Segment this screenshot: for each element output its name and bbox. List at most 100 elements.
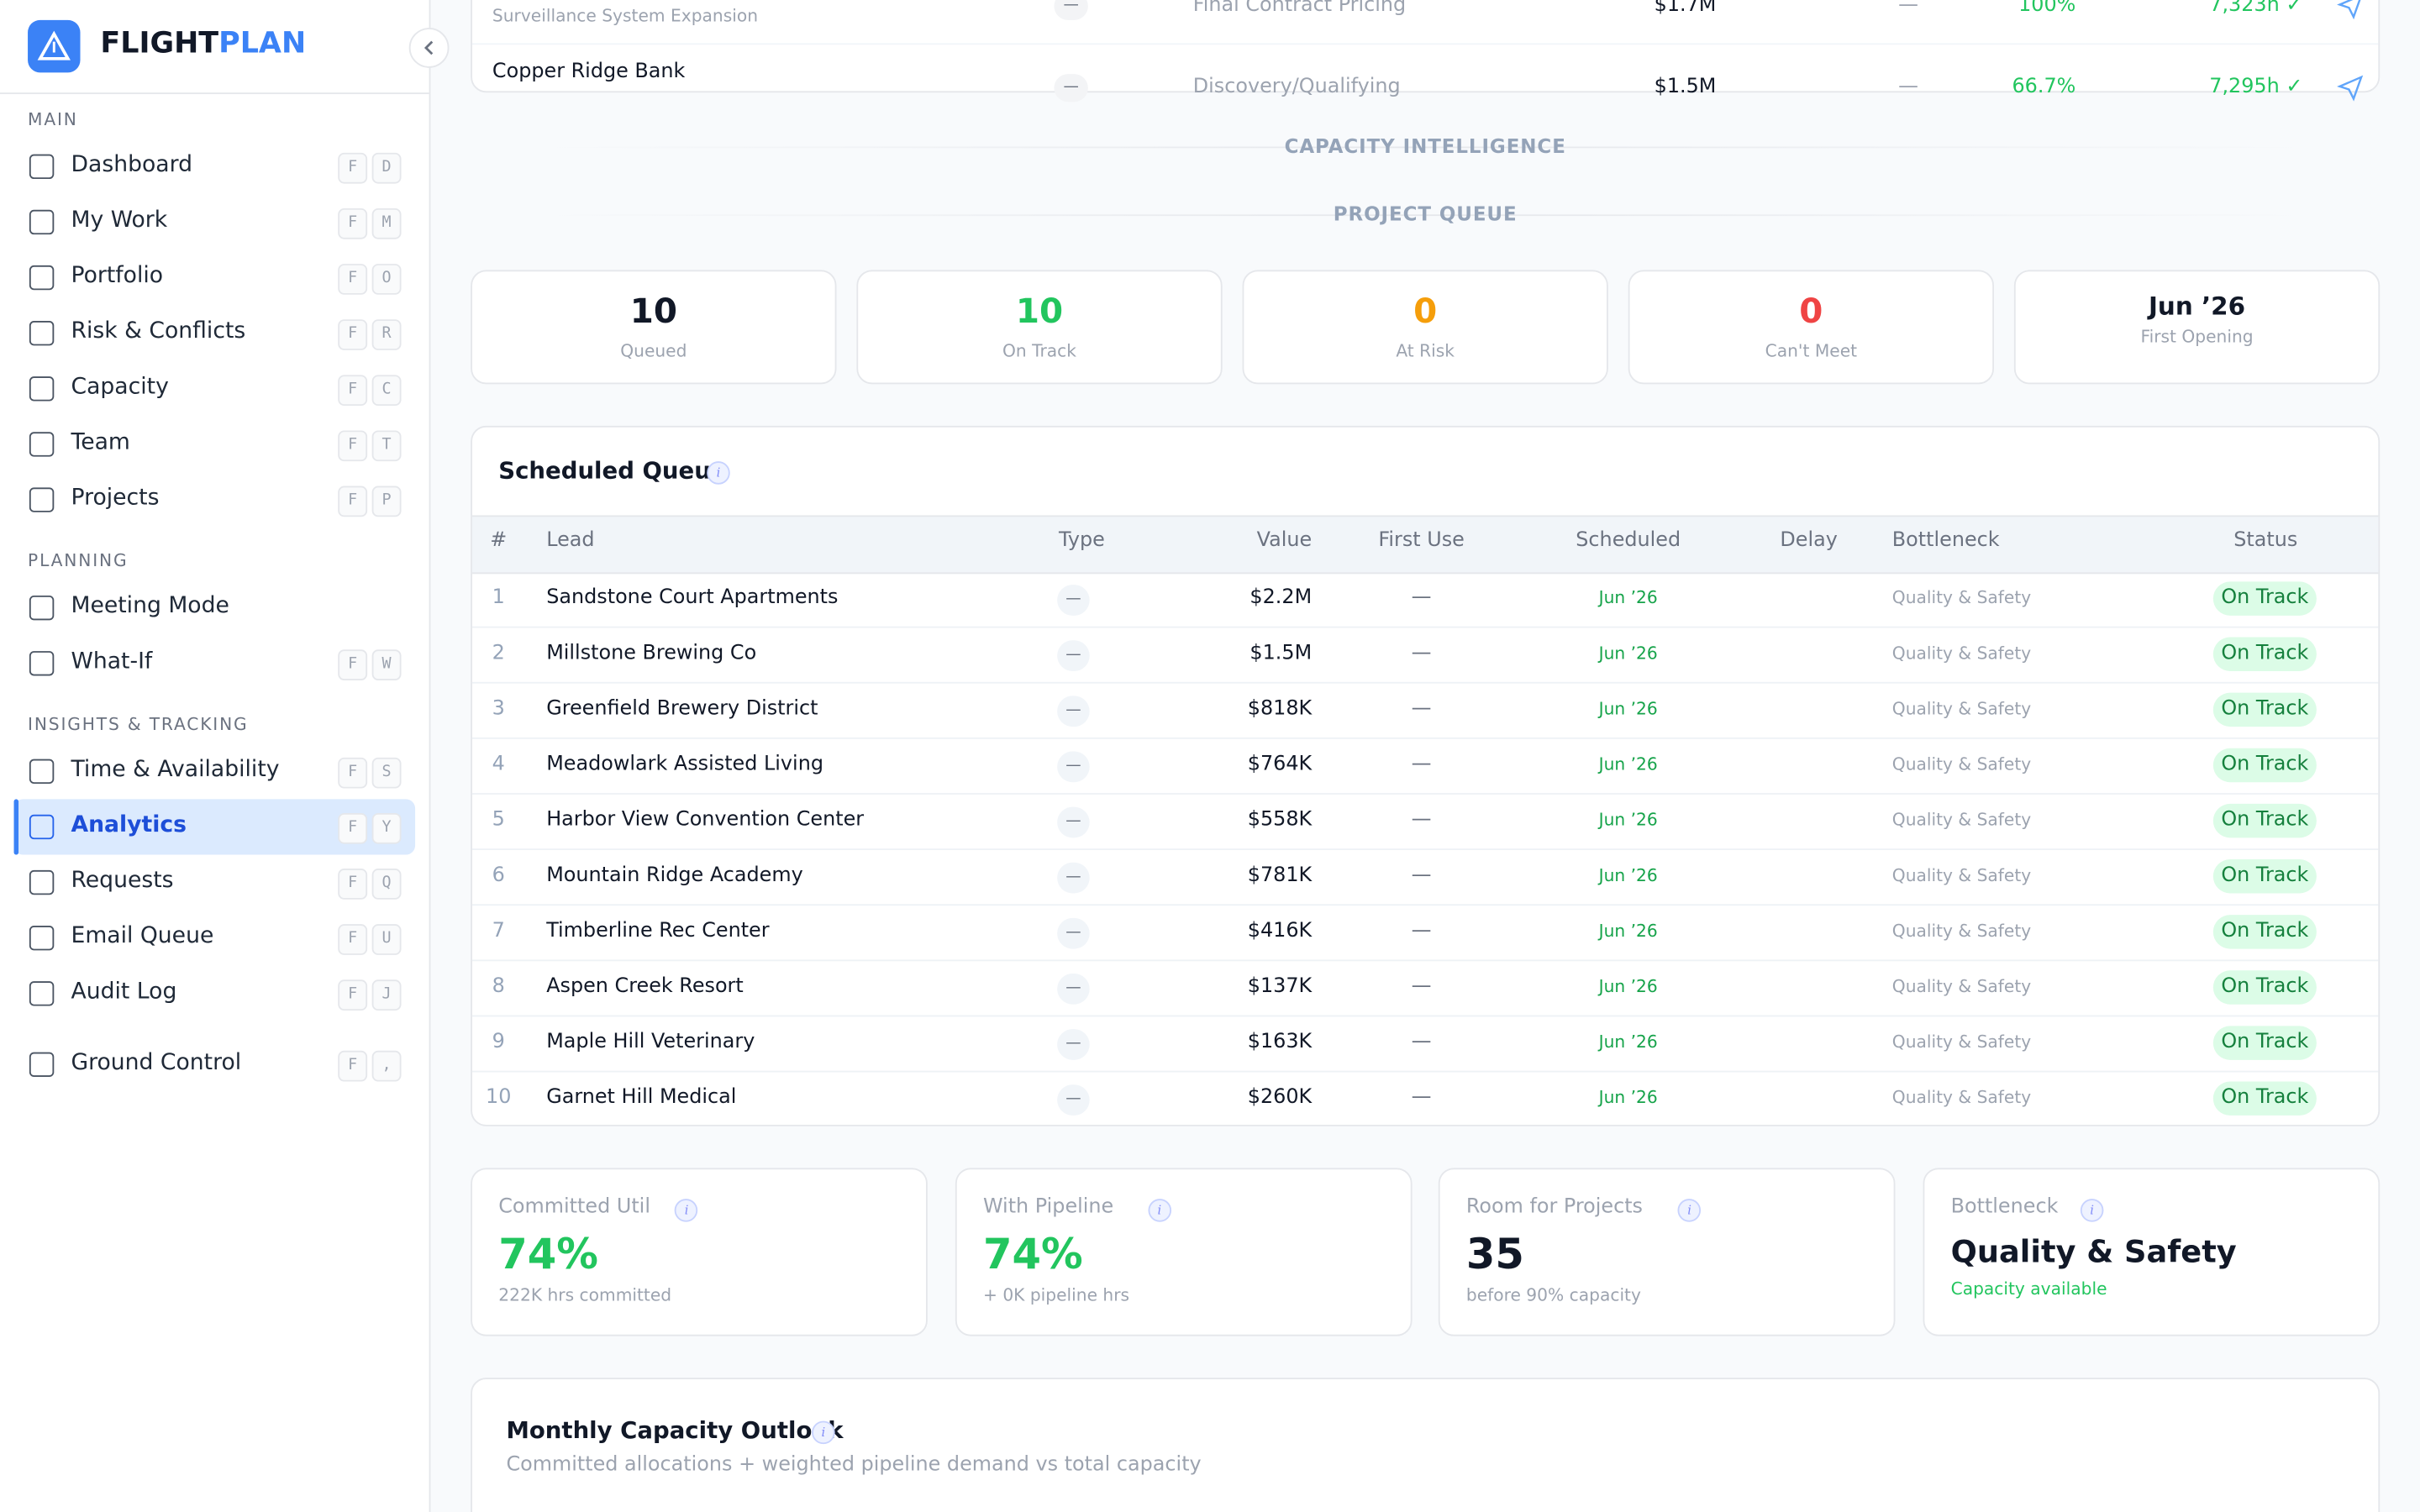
bottleneck: Quality & Safety	[1891, 643, 2032, 664]
kpi-value: Jun ’26	[2149, 291, 2246, 322]
nav-label: Ground Control	[71, 1050, 242, 1076]
brand-1: FLIGHT	[100, 26, 219, 60]
nav-label: My Work	[71, 207, 168, 234]
delay: —	[1898, 75, 1919, 99]
bottleneck: Quality & Safety	[1891, 754, 2032, 775]
value: $1.5M	[1249, 642, 1313, 665]
shortcut-key: F	[338, 924, 368, 955]
shortcut-key: P	[371, 486, 402, 517]
queue-title: Scheduled Queue	[498, 456, 727, 485]
nav-label: Team	[71, 430, 130, 455]
kpi-label: On Track	[1002, 340, 1077, 361]
shortcut-key: W	[371, 649, 402, 680]
shortcut-key: F	[338, 812, 368, 844]
nav-icon	[29, 321, 55, 346]
shortcut-key: O	[371, 264, 402, 295]
nav-icon	[29, 651, 55, 676]
metric-card	[955, 1168, 1413, 1336]
metric-label: Committed Util	[498, 1195, 650, 1219]
column-header: Lead	[546, 528, 595, 553]
section-heading: CAPACITY INTELLIGENCE	[1284, 134, 1566, 158]
row-divider	[472, 1015, 2379, 1017]
logo-icon	[37, 30, 71, 60]
nav-label: Audit Log	[71, 979, 177, 1005]
value: $558K	[1247, 808, 1313, 832]
first-use: —	[1411, 753, 1432, 776]
info-icon: i	[1677, 1199, 1702, 1222]
shortcut-key: F	[338, 264, 368, 295]
row-divider	[472, 626, 2379, 628]
shortcut-key: S	[371, 757, 402, 789]
scheduled: Jun ’26	[1598, 810, 1658, 831]
kpi-value: 0	[1799, 292, 1823, 332]
collapse-button[interactable]	[408, 28, 450, 68]
column-header: Delay	[1780, 528, 1838, 553]
bottleneck: Quality & Safety	[1891, 921, 2032, 942]
nav-label: Dashboard	[71, 152, 192, 178]
brand: FLIGHTPLAN	[100, 26, 306, 60]
kpi-label: Queued	[620, 340, 687, 361]
nav-label: Meeting Mode	[71, 594, 229, 619]
lead: Millstone Brewing Co	[546, 642, 757, 665]
sidebar: FLIGHTPLAN MAIN Dashboard F D My Work F M Portf…	[0, 0, 450, 1512]
nav-icon	[29, 432, 55, 457]
value: $1.5M	[1654, 75, 1717, 99]
value: $1.7M	[1654, 0, 1717, 18]
kpi-card	[1628, 270, 1995, 385]
value: $163K	[1247, 1030, 1313, 1054]
value: $260K	[1247, 1086, 1313, 1110]
row-number: 2	[492, 642, 505, 665]
lead: Aspen Creek Resort	[546, 974, 744, 999]
type-badge: —	[1057, 862, 1090, 894]
nav-icon	[29, 487, 55, 512]
scheduled: Jun ’26	[1598, 976, 1658, 997]
lead: Harbor View Convention Center	[546, 808, 865, 832]
send-icon	[2337, 75, 2364, 102]
probability: 66.7%	[2012, 75, 2076, 99]
bottleneck: Quality & Safety	[1891, 699, 2032, 719]
value: $416K	[1247, 919, 1313, 943]
status-badge: On Track	[2212, 859, 2317, 894]
first-use: —	[1411, 642, 1432, 665]
type-badge: —	[1057, 751, 1090, 783]
metric-note: + 0K pipeline hrs	[982, 1284, 1130, 1305]
column-header: Type	[1058, 528, 1105, 553]
hours: 7,295h ✓	[2209, 75, 2303, 99]
metric-value: 35	[1465, 1231, 1524, 1279]
type-badge: —	[1057, 806, 1090, 838]
row-number: 3	[492, 697, 505, 721]
shortcut-key: U	[371, 924, 402, 955]
divider	[0, 92, 429, 95]
status-badge: On Track	[2212, 915, 2317, 949]
status-badge: On Track	[2212, 692, 2317, 727]
nav-icon	[29, 154, 55, 180]
shortcut-key: J	[371, 979, 402, 1011]
value: $2.2M	[1249, 585, 1313, 610]
shortcut-key: F	[338, 319, 368, 350]
type-badge: —	[1054, 0, 1088, 20]
nav-label: Projects	[71, 486, 160, 511]
lead: Sandstone Court Apartments	[546, 585, 839, 610]
column-header: #	[490, 528, 508, 553]
metric-card	[1438, 1168, 1896, 1336]
nav-label: Analytics	[71, 812, 187, 838]
lead: Mountain Ridge Academy	[546, 864, 803, 888]
row-divider	[472, 1070, 2379, 1073]
kpi-card	[471, 270, 837, 385]
lead-subtitle: Surveillance System Expansion	[492, 6, 759, 27]
type-badge: —	[1057, 1084, 1090, 1116]
send-button[interactable]	[2337, 74, 2365, 102]
delay: —	[1898, 0, 1919, 18]
nav-label: Capacity	[71, 375, 169, 400]
send-button[interactable]	[2337, 0, 2365, 20]
logo	[28, 19, 81, 73]
first-use: —	[1411, 808, 1432, 832]
shortcut-key: Q	[371, 869, 402, 900]
bottleneck: Quality & Safety	[1891, 1087, 2032, 1108]
first-use: —	[1411, 1030, 1432, 1054]
row-number: 6	[492, 864, 505, 888]
section-heading: PROJECT QUEUE	[1333, 202, 1518, 226]
shortcut-key: F	[338, 430, 368, 462]
status-badge: On Track	[2212, 581, 2317, 616]
stage: Final Contract Pricing	[1192, 0, 1407, 18]
